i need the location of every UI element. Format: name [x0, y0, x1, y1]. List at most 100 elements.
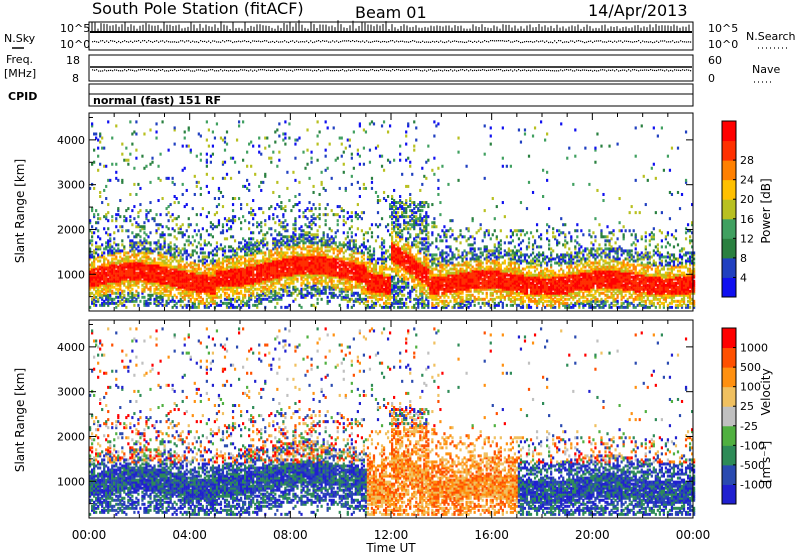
power-cell	[335, 294, 337, 297]
power-cell	[200, 193, 202, 196]
power-cell	[242, 215, 244, 218]
nave-dot	[588, 70, 589, 71]
power-cell	[119, 300, 121, 303]
nsearch-dot	[356, 40, 357, 41]
power-cell	[115, 270, 117, 273]
nsearch-dot	[604, 41, 605, 42]
power-cell	[97, 298, 99, 301]
power-cell	[212, 257, 214, 260]
power-cell	[174, 243, 176, 246]
power-cell	[139, 203, 141, 206]
power-cell	[258, 294, 260, 297]
power-cell	[196, 181, 198, 184]
nave-dot	[418, 69, 419, 70]
power-cell	[272, 237, 274, 240]
power-cell	[268, 207, 270, 210]
power-cell	[306, 274, 308, 277]
power-cell	[97, 221, 99, 224]
power-cell	[387, 255, 389, 258]
power-cell	[262, 211, 264, 214]
nsearch-dot	[546, 41, 547, 42]
power-cell	[135, 247, 137, 250]
power-cell	[174, 294, 176, 297]
nave-dot	[140, 69, 141, 70]
power-cell	[306, 245, 308, 248]
power-cell	[343, 209, 345, 212]
power-cell	[113, 298, 115, 301]
power-cell	[284, 209, 286, 212]
power-cell	[252, 217, 254, 220]
power-cell	[359, 155, 361, 158]
power-cell	[280, 288, 282, 291]
power-cell	[168, 227, 170, 230]
power-cell	[224, 292, 226, 295]
power-cell	[186, 239, 188, 242]
power-cell	[240, 300, 242, 303]
power-cell	[304, 253, 306, 256]
power-cell	[133, 294, 135, 297]
nave-dot	[218, 70, 219, 71]
nave-dot	[666, 69, 667, 70]
power-cell	[389, 203, 391, 206]
power-cell	[218, 197, 220, 200]
nave-dot	[150, 70, 151, 71]
power-cell	[166, 282, 168, 285]
power-cell	[145, 300, 147, 303]
power-cell	[387, 302, 389, 305]
nsearch-dot	[384, 41, 385, 42]
power-cell	[258, 137, 260, 140]
power-cell	[256, 260, 258, 263]
power-cell	[389, 233, 391, 236]
nsearch-dot	[404, 41, 405, 42]
power-cell	[325, 223, 327, 226]
power-cell	[349, 257, 351, 260]
power-cell	[327, 239, 329, 242]
power-cell	[276, 298, 278, 301]
nsearch-dot	[146, 42, 147, 43]
power-cell	[97, 139, 99, 142]
nave-dot	[188, 69, 189, 70]
power-cell	[103, 189, 105, 192]
power-cell	[248, 183, 250, 186]
nave-dot	[232, 70, 233, 71]
nave-dot	[424, 70, 425, 71]
nave-dot	[412, 69, 413, 70]
power-cell	[188, 223, 190, 226]
power-cell	[351, 211, 353, 214]
power-cell	[135, 241, 137, 244]
power-cell	[325, 189, 327, 192]
power-cell	[333, 126, 335, 129]
power-cell	[359, 251, 361, 254]
power-cell	[272, 288, 274, 291]
nsearch-dot	[630, 41, 631, 42]
power-cell	[174, 201, 176, 204]
power-cell	[135, 290, 137, 293]
power-cell	[371, 304, 373, 307]
power-cell	[343, 215, 345, 218]
power-cell	[351, 306, 353, 309]
power-cell	[182, 247, 184, 250]
power-cell	[319, 239, 321, 242]
power-cell	[347, 262, 349, 265]
power-cell	[355, 292, 357, 295]
power-cell	[381, 247, 383, 250]
power-cell	[202, 255, 204, 258]
power-cell	[258, 145, 260, 148]
nsearch-dot	[540, 41, 541, 42]
nsearch-dot	[188, 40, 189, 41]
nave-dot	[248, 70, 249, 71]
nave-dot	[494, 70, 495, 71]
power-cell	[343, 231, 345, 234]
power-cell	[381, 241, 383, 244]
power-cell	[216, 241, 218, 244]
power-cell	[357, 257, 359, 260]
power-cell	[258, 207, 260, 210]
power-cell	[129, 120, 131, 123]
power-cell	[101, 288, 103, 291]
power-cell	[290, 251, 292, 254]
power-cell	[383, 302, 385, 305]
nave-dot	[516, 70, 517, 71]
power-cell	[286, 268, 288, 271]
power-cell	[172, 247, 174, 250]
power-cell	[137, 245, 139, 248]
